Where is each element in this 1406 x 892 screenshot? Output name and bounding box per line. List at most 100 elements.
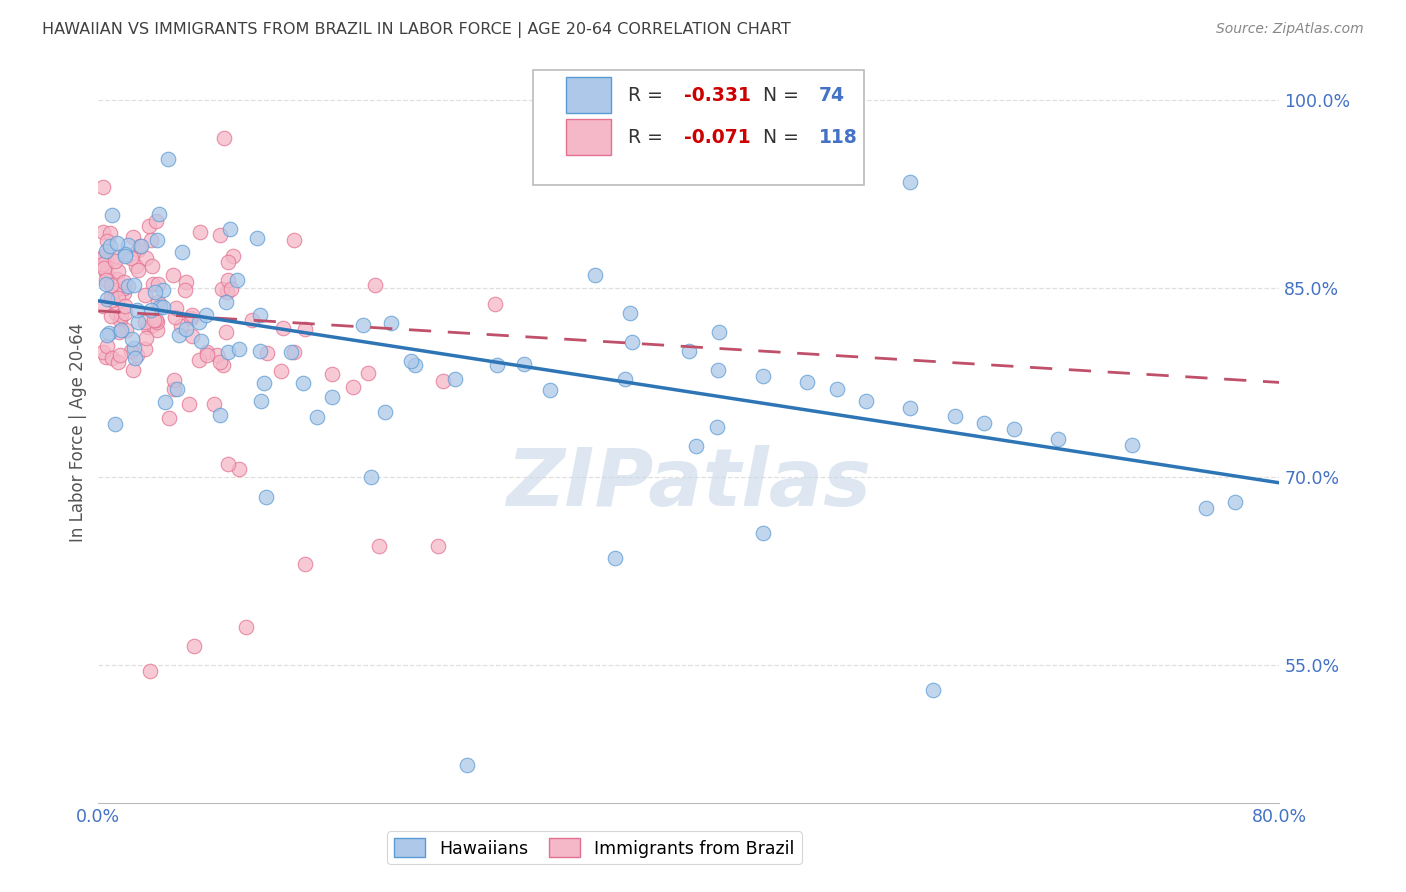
Point — [91, 258, 114, 272]
Point — [112, 281, 135, 295]
Point — [91, 252, 114, 267]
Point — [157, 411, 180, 425]
Point — [94, 254, 117, 268]
Point — [91, 345, 114, 359]
Point — [253, 376, 276, 390]
Point — [305, 409, 328, 424]
Point — [146, 322, 169, 336]
Point — [136, 320, 159, 334]
Point — [190, 334, 212, 348]
Point — [256, 345, 278, 359]
Point — [94, 277, 117, 291]
Text: N =: N = — [763, 128, 806, 146]
Point — [752, 369, 775, 384]
FancyBboxPatch shape — [567, 78, 612, 112]
Point — [134, 288, 156, 302]
Point — [91, 257, 114, 271]
Point — [217, 457, 239, 471]
Point — [94, 266, 117, 280]
Point — [352, 318, 374, 332]
Point — [583, 268, 606, 283]
Point — [114, 306, 136, 320]
Point — [110, 348, 132, 362]
Point — [283, 345, 305, 359]
Point — [1195, 500, 1218, 515]
Point — [142, 318, 165, 332]
Text: HAWAIIAN VS IMMIGRANTS FROM BRAZIL IN LABOR FORCE | AGE 20-64 CORRELATION CHART: HAWAIIAN VS IMMIGRANTS FROM BRAZIL IN LA… — [42, 22, 792, 38]
Point — [215, 325, 238, 339]
Point — [134, 342, 156, 356]
Point — [368, 539, 391, 553]
Point — [273, 321, 295, 335]
Point — [250, 393, 273, 408]
Point — [152, 283, 174, 297]
Point — [228, 462, 250, 476]
Point — [146, 233, 169, 247]
Point — [101, 208, 124, 222]
Point — [108, 325, 131, 339]
Point — [145, 313, 167, 327]
Point — [114, 249, 136, 263]
Point — [129, 239, 152, 253]
Point — [153, 395, 176, 409]
Text: N =: N = — [763, 86, 806, 104]
Point — [188, 225, 211, 239]
Point — [614, 372, 637, 386]
Point — [163, 383, 186, 397]
Point — [104, 306, 127, 320]
Point — [208, 355, 231, 369]
Point — [166, 382, 188, 396]
Point — [120, 252, 142, 266]
Point — [605, 551, 627, 566]
Point — [114, 285, 136, 300]
Point — [357, 366, 380, 380]
Point — [212, 358, 235, 372]
Point — [364, 278, 387, 293]
Point — [973, 416, 995, 430]
Point — [900, 175, 922, 189]
Point — [110, 323, 132, 337]
Point — [114, 299, 136, 313]
Point — [104, 417, 127, 432]
Point — [619, 306, 641, 320]
Point — [100, 289, 122, 303]
Point — [108, 313, 131, 327]
Point — [134, 315, 156, 329]
Point — [125, 302, 148, 317]
Point — [114, 247, 136, 261]
Point — [105, 272, 128, 286]
Point — [107, 292, 129, 306]
Point — [142, 313, 165, 327]
Point — [98, 226, 121, 240]
Text: 74: 74 — [818, 86, 845, 104]
Text: ZIPatlas: ZIPatlas — [506, 445, 872, 524]
Point — [107, 264, 129, 278]
FancyBboxPatch shape — [533, 70, 863, 185]
Point — [380, 317, 402, 331]
Point — [212, 130, 235, 145]
Point — [104, 254, 127, 268]
Point — [360, 469, 382, 483]
Point — [825, 382, 848, 396]
Point — [129, 239, 152, 253]
Point — [280, 344, 302, 359]
Point — [127, 315, 149, 329]
Point — [181, 328, 204, 343]
Point — [943, 409, 966, 424]
Point — [443, 372, 465, 386]
Point — [181, 308, 204, 322]
Point — [208, 409, 231, 423]
Point — [486, 358, 509, 372]
Point — [96, 338, 118, 352]
Point — [122, 363, 145, 377]
Point — [162, 268, 184, 282]
Point — [141, 259, 163, 273]
Point — [226, 272, 249, 286]
Text: Source: ZipAtlas.com: Source: ZipAtlas.com — [1216, 22, 1364, 37]
Legend: Hawaiians, Immigrants from Brazil: Hawaiians, Immigrants from Brazil — [387, 831, 801, 864]
Point — [211, 282, 233, 296]
Point — [167, 327, 190, 342]
Point — [127, 263, 149, 277]
Point — [115, 323, 138, 337]
Point — [122, 277, 145, 292]
